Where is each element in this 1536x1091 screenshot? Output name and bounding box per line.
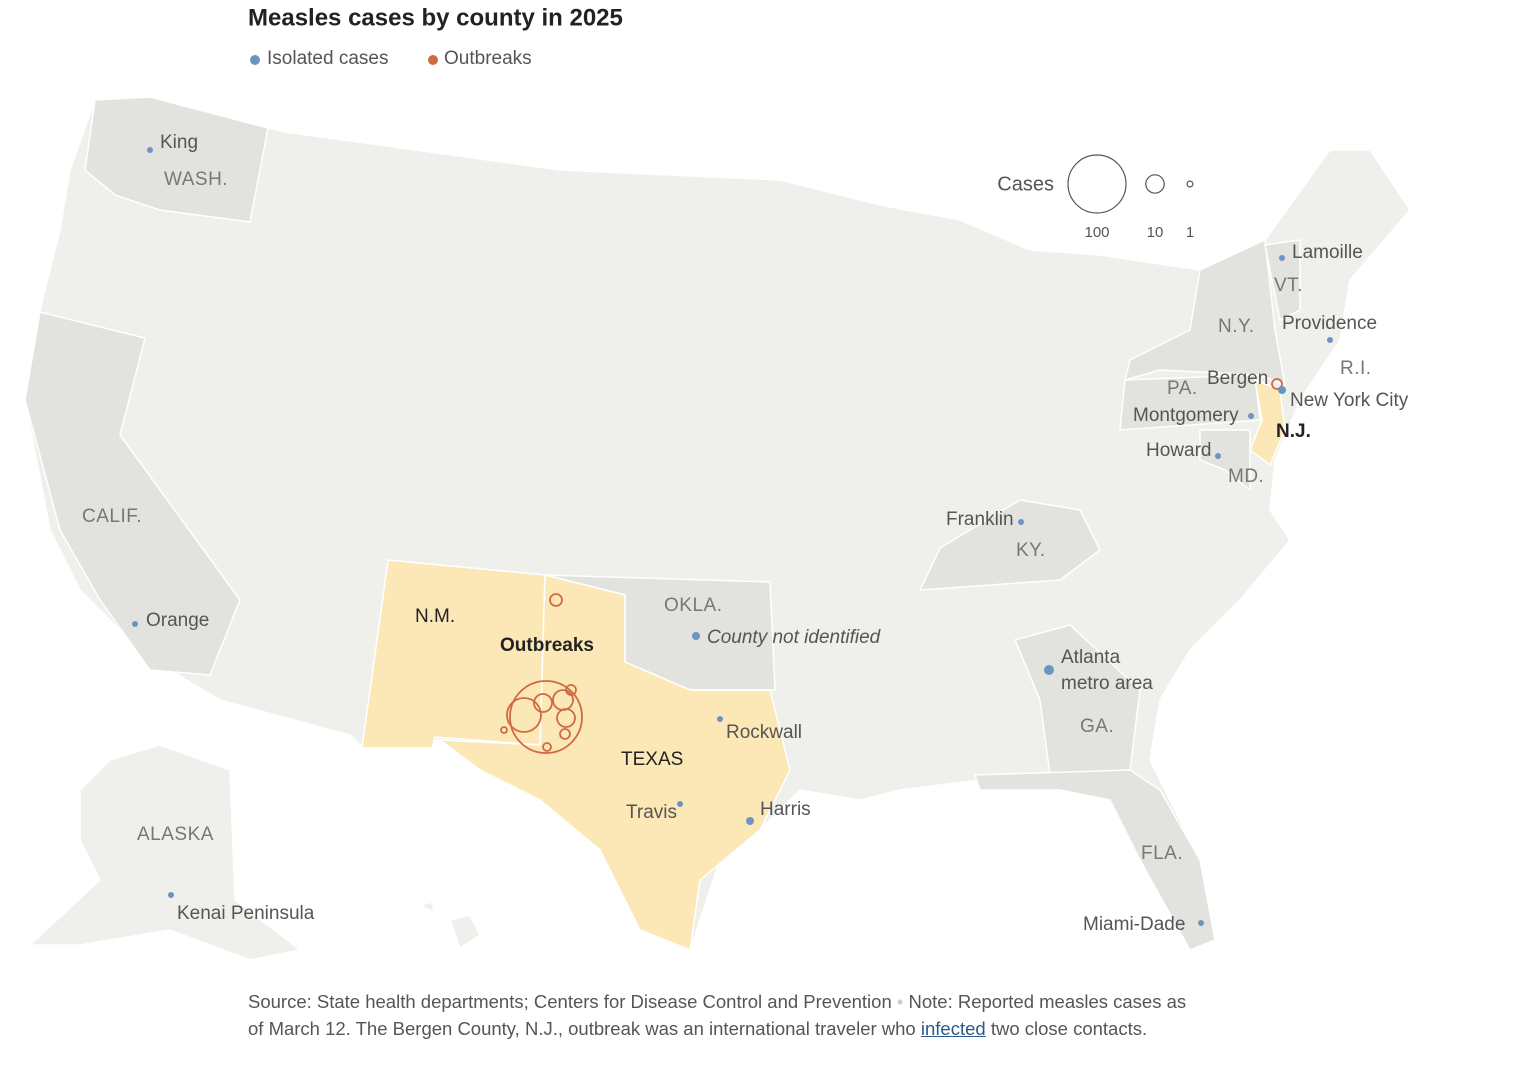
case-dot: [1044, 665, 1054, 675]
outbreak-label: Outbreaks: [500, 635, 594, 656]
size-circle: [1186, 180, 1194, 188]
place-label: Rockwall: [726, 722, 802, 743]
place-label: King: [160, 132, 198, 153]
state-label: N.Y.: [1218, 316, 1255, 337]
size-circle: [1067, 154, 1127, 214]
case-dot: [1248, 413, 1254, 419]
outbreak-circle: [559, 728, 571, 740]
size-label: 10: [1147, 224, 1164, 241]
separator: •: [896, 991, 904, 1012]
state-label: TEXAS: [621, 749, 683, 770]
case-dots: [132, 147, 1333, 926]
note: Note: Reported measles cases as of March…: [248, 991, 1187, 1039]
case-dot: [1278, 386, 1286, 394]
place-label: metro area: [1061, 673, 1153, 694]
state-label: KY.: [1016, 540, 1046, 561]
state-label: GA.: [1080, 716, 1114, 737]
outbreak-circle: [509, 680, 583, 754]
place-labels: King Orange County not identified Rockwa…: [146, 132, 1409, 935]
size-label: 1: [1186, 224, 1194, 241]
place-label: Harris: [760, 799, 811, 820]
place-label: County not identified: [707, 627, 882, 648]
state-label: N.M.: [415, 606, 455, 627]
legend-swatch: [428, 55, 438, 65]
size-legend: 100 10 1: [1067, 154, 1194, 241]
outbreak-circle: [565, 684, 577, 696]
source: Source: State health departments; Center…: [248, 991, 892, 1012]
legend-swatch: [250, 55, 260, 65]
state-label: WASH.: [164, 169, 228, 190]
state-label: OKLA.: [664, 595, 722, 616]
place-label: Howard: [1146, 440, 1211, 461]
case-dot: [692, 632, 700, 640]
outbreak-circle: [549, 593, 563, 607]
case-dot: [717, 716, 723, 722]
state-label: MD.: [1228, 466, 1264, 487]
case-dot: [677, 801, 683, 807]
state-label: PA.: [1167, 378, 1198, 399]
link[interactable]: infected: [920, 1018, 986, 1039]
case-dot: [1198, 920, 1204, 926]
case-dot: [1327, 337, 1333, 343]
outbreak-circle: [542, 742, 552, 752]
place-label: Kenai Peninsula: [177, 903, 315, 924]
outbreak-circle: [556, 708, 576, 728]
state-label: N.J.: [1276, 421, 1311, 442]
state-label: FLA.: [1141, 843, 1183, 864]
size-legend-title: Cases: [997, 173, 1054, 195]
state-label: CALIF.: [82, 506, 142, 527]
outbreak-circle: [506, 697, 542, 733]
case-dot: [1215, 453, 1221, 459]
place-label: Providence: [1282, 313, 1377, 334]
outbreak-circles: [500, 378, 1283, 754]
outbreak-circle: [533, 693, 553, 713]
outbreak-circle: [1271, 378, 1283, 390]
place-label: Atlanta: [1061, 647, 1121, 668]
state-label: R.I.: [1340, 358, 1372, 379]
footer: Source: State health departments; Center…: [248, 988, 1188, 1042]
place-label: New York City: [1290, 390, 1409, 411]
title: Measles cases by county in 2025: [248, 4, 623, 31]
size-label: 100: [1084, 224, 1109, 241]
note: two close contacts.: [990, 1018, 1148, 1039]
place-label: Franklin: [946, 509, 1014, 530]
case-dot: [746, 817, 754, 825]
state-labels: WASH. CALIF. N.M. OKLA. TEXAS KY. GA. FL…: [82, 169, 1372, 864]
base-map: [24, 96, 1411, 961]
place-label: Lamoille: [1292, 242, 1363, 263]
case-dot: [1279, 255, 1285, 261]
place-label: Bergen: [1207, 368, 1268, 389]
place-label: Montgomery: [1133, 405, 1239, 426]
case-dot: [1018, 519, 1024, 525]
legend-label: Isolated cases: [267, 48, 388, 69]
place-label: Travis: [626, 802, 677, 823]
case-dot: [147, 147, 153, 153]
size-circle: [1145, 174, 1165, 194]
outbreak-circle: [500, 726, 508, 734]
legend-label: Outbreaks: [444, 48, 532, 69]
place-label: Miami-Dade: [1083, 914, 1185, 935]
place-label: Orange: [146, 610, 209, 631]
state-label: VT.: [1274, 275, 1303, 296]
state-label: ALASKA: [137, 824, 214, 845]
case-dot: [132, 621, 138, 627]
case-dot: [168, 892, 174, 898]
